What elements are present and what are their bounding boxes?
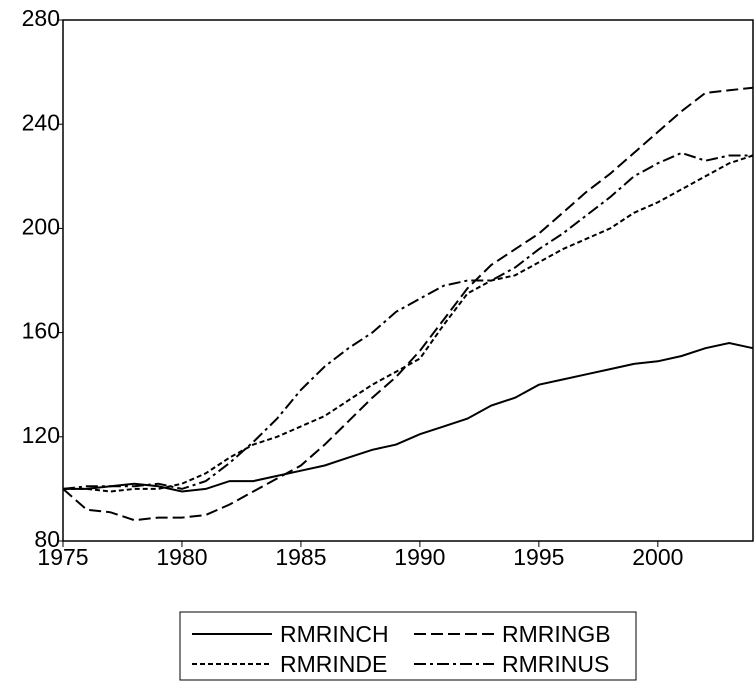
y-tick-label: 120 — [22, 422, 60, 448]
plot-frame — [62, 19, 754, 542]
legend-box — [179, 611, 637, 681]
legend-label: RMRINUS — [502, 651, 609, 677]
y-tick-label: 160 — [22, 318, 60, 344]
series-line — [63, 341, 754, 493]
series-line — [62, 151, 753, 490]
y-tick-label: 80 — [34, 526, 60, 552]
series-line — [62, 86, 754, 522]
y-tick-label: 240 — [22, 109, 60, 135]
legend-label: RMRINDE — [280, 651, 387, 677]
y-tick-label: 200 — [22, 213, 60, 239]
x-tick-label: 1990 — [394, 544, 445, 570]
y-tick-label: 280 — [22, 5, 60, 31]
legend-label: RMRINGB — [502, 621, 611, 647]
series-line — [63, 154, 754, 493]
x-tick-label: 2000 — [632, 544, 683, 570]
x-tick-label: 1995 — [513, 544, 564, 570]
x-tick-label: 1985 — [275, 544, 326, 570]
x-tick-label: 1980 — [156, 544, 207, 570]
x-tick-label: 1975 — [37, 544, 88, 570]
legend-label: RMRINCH — [280, 621, 389, 647]
